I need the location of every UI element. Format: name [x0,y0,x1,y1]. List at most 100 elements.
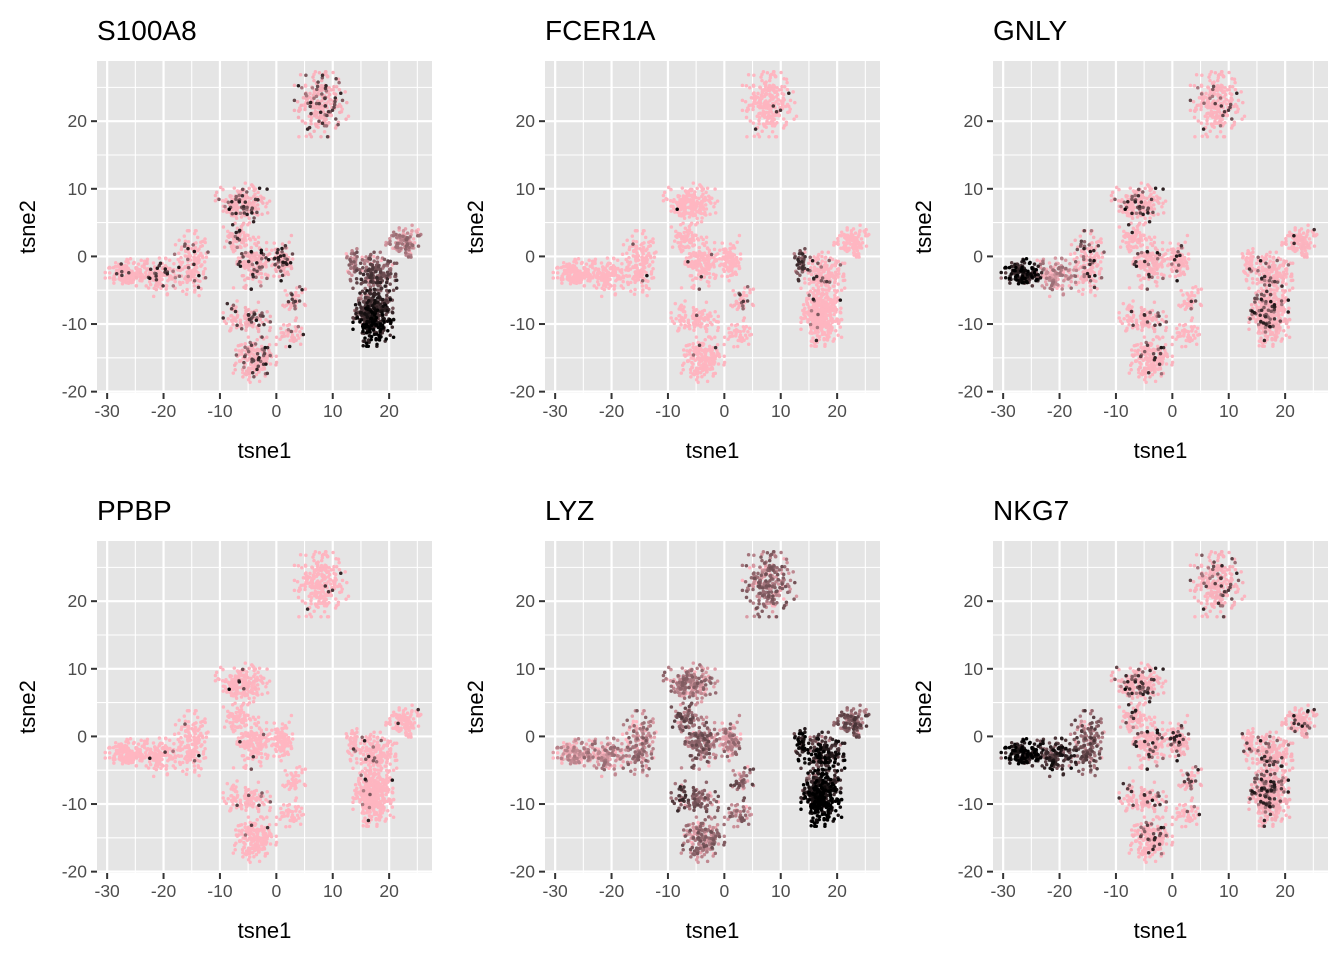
cell-point [317,119,321,123]
cell-point [335,104,340,109]
cell-point [262,351,267,356]
cell-point [758,111,762,115]
cell-point [641,288,645,292]
cell-point [672,321,677,326]
cell-point [820,259,824,263]
cell-point [394,278,399,282]
cell-point [242,365,246,370]
cell-point [752,91,756,95]
cell-point [384,243,388,247]
cell-point [838,298,843,302]
cell-point [834,259,838,263]
plot-background [993,61,1328,393]
cell-point [561,277,565,282]
cell-point [555,275,560,280]
cell-point [322,123,327,128]
cell-point [349,265,354,270]
cell-point [247,375,252,379]
cell-point [154,274,158,278]
cell-point [111,265,116,270]
cell-point [386,259,390,263]
cell-point [255,367,259,372]
cell-point [582,265,586,270]
cell-point [107,271,112,275]
cell-point [839,335,844,339]
cell-point [733,270,738,274]
cell-point [397,233,402,238]
y-tick-label: -20 [62,382,88,402]
cell-point [300,85,304,90]
cell-point [186,257,190,262]
cell-point [128,256,133,261]
cell-point [384,288,389,293]
cell-point [290,297,294,302]
cell-point [245,212,249,217]
cell-point [687,189,691,193]
cell-point [727,326,731,331]
cell-point [378,302,383,306]
cell-point [320,73,325,78]
cell-point [823,308,828,312]
cell-point [201,272,206,276]
cell-point [391,317,396,322]
cell-point [708,212,712,217]
cell-point [245,309,249,313]
cell-point [240,251,244,256]
cell-point [748,288,752,292]
cell-point [259,248,264,252]
cell-point [633,280,637,285]
cell-point [676,328,681,332]
cell-point [805,301,810,305]
cell-point [738,257,743,261]
cell-point [689,221,694,225]
cell-point [720,274,724,278]
cell-point [608,266,613,271]
cell-point [238,260,242,264]
cell-point [747,326,752,331]
cell-point [183,239,188,244]
cell-point [294,293,298,297]
cell-point [241,238,246,243]
cell-point [247,371,252,376]
cell-point [695,186,699,191]
cell-point [234,194,238,199]
cell-point [293,306,297,311]
cell-point [583,269,587,273]
cell-point [159,271,163,276]
cell-point [139,275,143,279]
cell-point [327,120,331,125]
cell-point [369,279,373,284]
cell-point [723,250,727,255]
cell-point [688,348,693,353]
cell-point [294,290,298,295]
cell-point [303,107,307,112]
cell-point [289,233,294,238]
cell-point [613,292,618,296]
cell-point [785,87,790,92]
cell-point [819,328,824,332]
cell-point [257,254,261,258]
cell-point [300,290,304,295]
cell-point [776,98,781,102]
cell-point [264,247,269,252]
cell-point [695,216,699,221]
y-axis-title: tsne2 [15,200,40,254]
facet-panel-s100a8: S100A8-30 -20 -10 0 10 20-20-1001020tsne1tsne… [15,15,432,463]
cell-point [844,245,848,250]
cell-point [640,279,645,283]
cell-point [191,243,195,247]
cell-point [682,216,687,221]
cell-point [267,328,272,333]
cell-point [362,261,367,266]
cell-point [297,109,301,114]
cell-point [839,288,844,292]
cell-point [334,117,338,121]
cell-point [833,293,837,298]
cell-point [379,286,383,291]
cell-point [775,120,779,125]
cell-point [246,366,251,370]
cell-point [741,304,745,308]
cell-point [740,83,745,88]
cell-point [376,264,381,269]
cell-point [229,306,234,311]
